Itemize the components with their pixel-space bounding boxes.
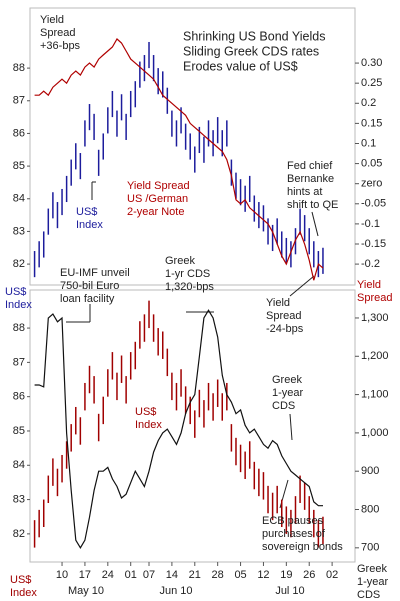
y2-tick-label: 700 — [361, 542, 379, 554]
y2-tick-label: -0.15 — [361, 238, 386, 250]
annotation: Spread — [40, 27, 75, 39]
y2-tick-label: 1,000 — [361, 427, 389, 439]
annotation: 1-year — [357, 576, 389, 588]
annotation: US$ — [76, 206, 97, 218]
x-tick-label: 10 — [56, 569, 68, 581]
bottom-frame — [29, 289, 356, 563]
y2-tick-label: 0.1 — [361, 137, 376, 149]
annotation: Greek — [165, 255, 195, 267]
annotation: Fed chief — [287, 160, 333, 172]
annotation: EU-IMF unveil — [60, 267, 130, 279]
month-label: Jul 10 — [275, 585, 304, 597]
y-tick-label: 83 — [13, 493, 25, 505]
line — [34, 309, 323, 549]
x-tick-label: 14 — [166, 569, 178, 581]
y2-tick-label: zero — [361, 178, 382, 190]
y-tick-label: 87 — [13, 95, 25, 107]
chart-title: Shrinking US Bond Yields — [183, 29, 325, 43]
y2-tick-label: 0.30 — [361, 57, 382, 69]
chart-title: Erodes value of US$ — [183, 59, 298, 73]
y-tick-label: 85 — [13, 160, 25, 172]
y-tick-label: 85 — [13, 425, 25, 437]
annotation: 750-bil Euro — [60, 280, 119, 292]
top-frame — [29, 7, 356, 286]
y-tick-label: 87 — [13, 356, 25, 368]
y2-tick-label: 900 — [361, 465, 379, 477]
line — [34, 38, 324, 281]
month-label: May 10 — [68, 585, 104, 597]
month-label: Jun 10 — [159, 585, 192, 597]
y-tick-label: 83 — [13, 225, 25, 237]
y2-tick-label: -0.1 — [361, 218, 380, 230]
y2-tick-label: 800 — [361, 503, 379, 515]
x-tick-label: 26 — [303, 569, 315, 581]
annotation: Yield Spread — [127, 180, 190, 192]
y-tick-label: 82 — [13, 528, 25, 540]
annotation: Index — [5, 299, 32, 311]
annotation: CDS — [357, 589, 380, 601]
annotation: Bernanke — [287, 173, 334, 185]
x-tick-label: 17 — [79, 569, 91, 581]
annotation: Index — [76, 219, 103, 231]
annotation: hints at — [287, 186, 322, 198]
y2-tick-label: 1,200 — [361, 350, 389, 362]
annotation: shift to QE — [287, 199, 338, 211]
annotation: ECB pauses — [262, 515, 324, 527]
x-tick-label: 21 — [189, 569, 201, 581]
y2-tick-label: 1,100 — [361, 388, 389, 400]
annotation: Spread — [266, 310, 301, 322]
annotation: US$ — [10, 574, 31, 586]
arrow — [289, 413, 293, 441]
annotation: sovereign bonds — [262, 541, 343, 553]
y2-tick-label: 1,300 — [361, 312, 389, 324]
annotation: Yield — [40, 14, 64, 26]
chart-title: Sliding Greek CDS rates — [183, 44, 319, 58]
annotation: purchases of — [262, 528, 326, 540]
y-tick-label: 86 — [13, 391, 25, 403]
annotation: Greek — [272, 374, 302, 386]
x-tick-label: 05 — [234, 569, 246, 581]
annotation: 1,320-bps — [165, 281, 214, 293]
annotation: Spread — [357, 292, 392, 304]
x-tick-label: 01 — [125, 569, 137, 581]
y-tick-label: 84 — [13, 193, 25, 205]
y-tick-label: 82 — [13, 258, 25, 270]
annotation: -24-bps — [266, 323, 304, 335]
annotation: 2-year Note — [127, 206, 184, 218]
arrow — [311, 211, 319, 237]
x-tick-label: 19 — [280, 569, 292, 581]
y-tick-label: 88 — [13, 322, 25, 334]
annotation: Yield — [357, 279, 381, 291]
annotation: Index — [135, 419, 162, 431]
annotation: Index — [10, 587, 37, 599]
arrow — [289, 275, 315, 297]
y-tick-label: 86 — [13, 127, 25, 139]
y-tick-label: 84 — [13, 459, 25, 471]
y2-tick-label: -0.2 — [361, 258, 380, 270]
annotation: +36-bps — [40, 40, 81, 52]
y2-tick-label: 0.05 — [361, 157, 382, 169]
y2-tick-label: 0.2 — [361, 97, 376, 109]
annotation: CDS — [272, 400, 295, 412]
annotation: 1-year — [272, 387, 304, 399]
y2-tick-label: 0.15 — [361, 117, 382, 129]
annotation: US$ — [135, 406, 156, 418]
x-tick-label: 07 — [143, 569, 155, 581]
annotation: Greek — [357, 563, 387, 575]
x-tick-label: 02 — [326, 569, 338, 581]
x-tick-label: 12 — [257, 569, 269, 581]
annotation: Yield — [266, 297, 290, 309]
annotation: 1-yr CDS — [165, 268, 210, 280]
annotation: US /German — [127, 193, 188, 205]
x-tick-label: 24 — [102, 569, 114, 581]
x-tick-label: 28 — [212, 569, 224, 581]
y-tick-label: 88 — [13, 62, 25, 74]
annotation: loan facility — [60, 293, 115, 305]
y2-tick-label: 0.25 — [361, 77, 382, 89]
annotation: US$ — [5, 286, 26, 298]
y2-tick-label: -0.05 — [361, 198, 386, 210]
